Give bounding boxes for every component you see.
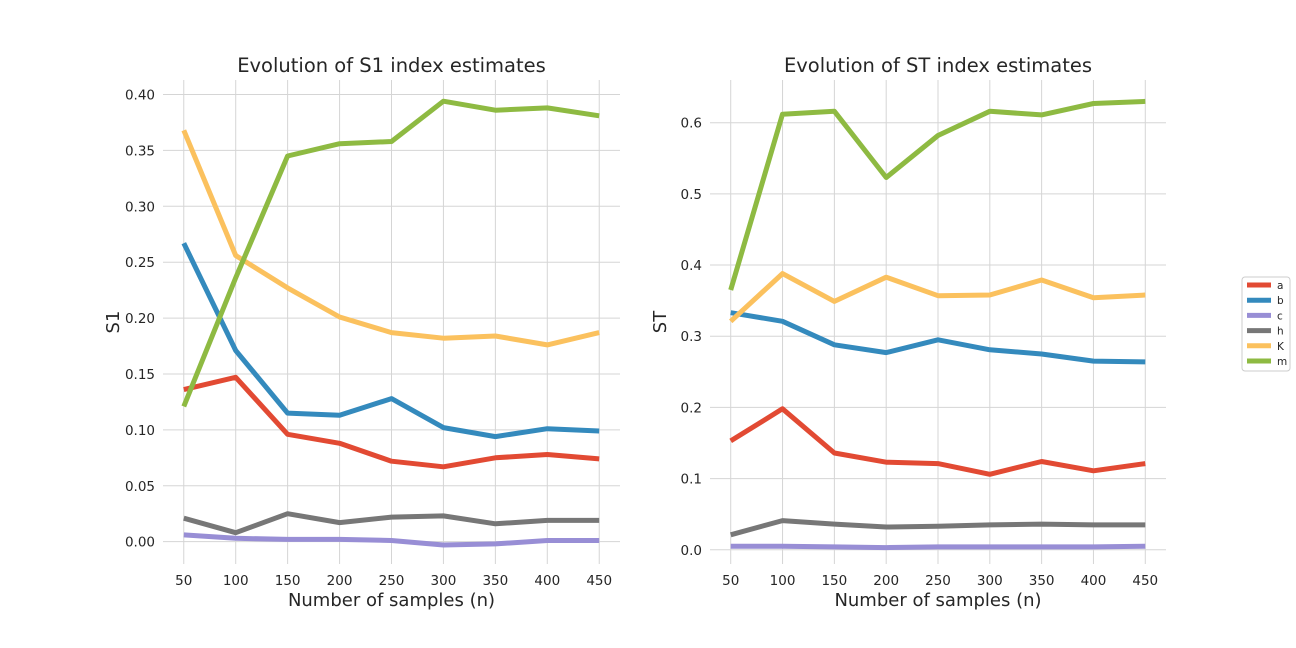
- st-ytick-label: 0.0: [681, 543, 702, 559]
- st-series-m-line: [728, 98, 1146, 291]
- s1-ytick-label: 0.35: [125, 143, 155, 159]
- s1-xtick-label: 400: [534, 573, 560, 589]
- st-chart-title: Evolution of ST index estimates: [784, 54, 1092, 77]
- s1-xtick-label: 450: [586, 573, 612, 589]
- s1-series-h-line: [183, 511, 600, 536]
- s1-y-axis-label: S1: [103, 311, 124, 334]
- legend-label-m: m: [1277, 356, 1287, 368]
- st-series-c-line: [730, 543, 1146, 551]
- st-xtick-label: 450: [1132, 573, 1158, 589]
- s1-chart-title: Evolution of S1 index estimates: [237, 54, 546, 77]
- s1-x-axis-label: Number of samples (n): [288, 590, 495, 611]
- st-xtick-label: 100: [770, 573, 796, 589]
- st-ytick-label: 0.1: [681, 472, 702, 488]
- st-ytick-label: 0.2: [681, 400, 702, 416]
- st-chart: 50 100 150 200 250 300 350 400 450 0.0 0.1 0.2 0.3 0.…: [650, 54, 1166, 611]
- st-xtick-label: 250: [925, 573, 951, 589]
- st-xtick-label: 50: [722, 573, 739, 589]
- s1-ytick-label: 0.20: [125, 311, 155, 327]
- st-ytick-label: 0.6: [681, 116, 702, 132]
- st-series-a-line: [729, 406, 1146, 477]
- st-xtick-label: 150: [821, 573, 847, 589]
- s1-chart: 50 100 150 200 250 300 350 400 450 0.00 0.05 0.10 0.…: [103, 54, 620, 611]
- s1-xtick-label: 350: [482, 573, 508, 589]
- s1-xtick-label: 300: [431, 573, 457, 589]
- s1-ytick-label: 0.00: [125, 535, 155, 551]
- s1-xtick-label: 250: [379, 573, 405, 589]
- st-x-axis-label: Number of samples (n): [834, 590, 1041, 611]
- s1-ytick-label: 0.25: [125, 255, 155, 271]
- legend-label-a: a: [1277, 280, 1283, 292]
- st-ytick-label: 0.5: [681, 187, 702, 203]
- s1-xtick-label: 200: [327, 573, 353, 589]
- s1-series-b-line: [181, 242, 600, 440]
- legend-label-b: b: [1277, 295, 1284, 307]
- s1-ytick-label: 0.15: [125, 367, 155, 383]
- s1-ytick-label: 0.05: [125, 479, 155, 495]
- st-series-b-line: [730, 310, 1146, 365]
- s1-ytick-label: 0.30: [125, 199, 155, 215]
- st-ytick-label: 0.3: [681, 329, 702, 345]
- st-y-axis-label: ST: [650, 310, 671, 333]
- s1-xtick-label: 50: [175, 573, 192, 589]
- legend-label-c: c: [1277, 310, 1283, 322]
- s1-series-a-line: [183, 374, 600, 470]
- legend-label-h: h: [1277, 326, 1284, 338]
- s1-series-m-line: [181, 98, 600, 408]
- s1-series-c-line: [183, 532, 600, 548]
- st-ytick-label: 0.4: [681, 258, 702, 274]
- s1-series-k-line: [181, 129, 600, 348]
- st-series-h-line: [730, 518, 1146, 538]
- st-xtick-label: 200: [873, 573, 899, 589]
- s1-ytick-label: 0.40: [125, 88, 155, 104]
- st-xtick-label: 350: [1029, 573, 1055, 589]
- st-xtick-label: 300: [977, 573, 1003, 589]
- legend-label-k: K: [1277, 341, 1285, 353]
- st-xtick-label: 400: [1081, 573, 1107, 589]
- s1-xtick-label: 100: [223, 573, 249, 589]
- s1-ytick-label: 0.10: [125, 423, 155, 439]
- s1-xtick-label: 150: [275, 573, 301, 589]
- st-series-k-line: [729, 271, 1146, 324]
